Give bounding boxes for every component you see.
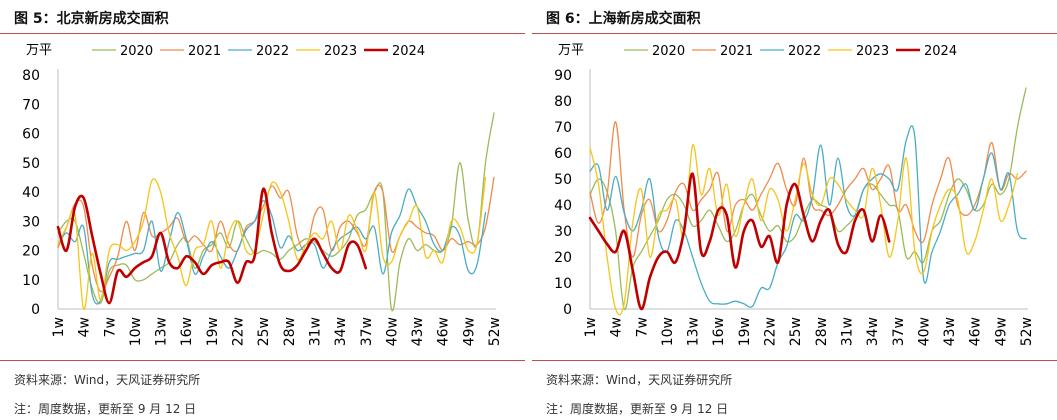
- legend-label-2021: 2021: [720, 44, 753, 59]
- series-line-2020: [589, 87, 1027, 311]
- series-line-2022: [57, 188, 487, 305]
- legend-label-2022: 2022: [788, 44, 821, 59]
- y-tick-label: 20: [22, 244, 40, 260]
- y-tick-label: 10: [22, 273, 40, 289]
- x-tick-label: 4w: [609, 317, 625, 337]
- title-divider: [532, 33, 1057, 34]
- update-note: 注：周度数据，更新至 9 月 12 日: [546, 402, 729, 416]
- series-line-2023: [57, 176, 487, 310]
- y-unit-label: 万平: [26, 43, 52, 58]
- x-tick-label: 19w: [205, 317, 221, 346]
- y-tick-label: 60: [554, 146, 572, 162]
- series-line-2023: [589, 144, 1019, 316]
- x-tick-label: 16w: [711, 317, 727, 346]
- x-tick-label: 31w: [307, 317, 323, 346]
- x-tick-label: 43w: [942, 317, 958, 346]
- x-tick-label: 13w: [686, 317, 702, 346]
- x-tick-label: 16w: [179, 317, 195, 346]
- x-tick-label: 28w: [282, 317, 298, 346]
- source-note: 资料来源：Wind，天风证券研究所: [14, 373, 201, 387]
- x-tick-label: 52w: [1019, 317, 1035, 346]
- y-tick-label: 50: [22, 156, 40, 172]
- x-tick-label: 37w: [359, 317, 375, 346]
- y-tick-label: 0: [563, 302, 572, 318]
- y-tick-label: 60: [22, 127, 40, 143]
- source-note: 资料来源：Wind，天风证券研究所: [546, 373, 733, 387]
- x-tick-label: 49w: [461, 317, 477, 346]
- y-tick-label: 80: [554, 94, 572, 110]
- y-tick-label: 10: [554, 276, 572, 292]
- x-tick-label: 4w: [77, 317, 93, 337]
- y-tick-label: 40: [22, 185, 40, 201]
- legend-label-2024: 2024: [924, 44, 957, 59]
- y-tick-label: 30: [22, 214, 40, 230]
- chart-shanghai-area: 万平 2020 2021 2022 2023 2024 0 10 20 30 40 50 60 70 80 9…: [554, 43, 1035, 346]
- figure-5-panel: 图 5：北京新房成交面积 万平 2020 2021 2022 2023 2024 0 10 20…: [0, 0, 525, 420]
- x-tick-label: 1w: [51, 317, 67, 337]
- x-tick-label: 7w: [634, 317, 650, 337]
- x-tick-label: 31w: [839, 317, 855, 346]
- x-tick-label: 40w: [384, 317, 400, 346]
- legend-label-2020: 2020: [652, 44, 685, 59]
- x-tick-label: 10w: [128, 317, 144, 346]
- x-tick-label: 19w: [737, 317, 753, 346]
- update-note: 注：周度数据，更新至 9 月 12 日: [14, 402, 197, 416]
- x-tick-label: 34w: [865, 317, 881, 346]
- figure-6-panel: 图 6：上海新房成交面积 万平 2020 2021 2022 2023 2024 0 10 20…: [532, 0, 1057, 420]
- x-tick-label: 7w: [102, 317, 118, 337]
- x-tick-label: 46w: [436, 317, 452, 346]
- figure-title: 图 5：北京新房成交面积: [14, 11, 169, 27]
- x-tick-label: 43w: [410, 317, 426, 346]
- y-tick-label: 90: [554, 68, 572, 84]
- y-unit-label: 万平: [558, 43, 584, 58]
- series-line-2024: [588, 172, 891, 311]
- legend-label-2022: 2022: [256, 44, 289, 59]
- x-tick-label: 10w: [660, 317, 676, 346]
- x-tick-label: 13w: [154, 317, 170, 346]
- x-tick-label: 25w: [256, 317, 272, 346]
- legend-label-2023: 2023: [856, 44, 889, 59]
- x-tick-label: 49w: [993, 317, 1009, 346]
- legend-label-2023: 2023: [324, 44, 357, 59]
- y-tick-label: 80: [22, 68, 40, 84]
- y-tick-label: 70: [554, 120, 572, 136]
- legend-label-2024: 2024: [392, 44, 425, 59]
- x-tick-label: 25w: [788, 317, 804, 346]
- y-tick-label: 30: [554, 224, 572, 240]
- y-tick-label: 40: [554, 198, 572, 214]
- figure-title: 图 6：上海新房成交面积: [546, 11, 701, 27]
- chart-beijing-area: 万平 2020 2021 2022 2023 2024 0 10 20 30 40 50 60 70 80 1…: [22, 43, 503, 346]
- x-tick-label: 46w: [968, 317, 984, 346]
- x-tick-label: 22w: [763, 317, 779, 346]
- y-tick-label: 70: [22, 97, 40, 113]
- legend-label-2021: 2021: [188, 44, 221, 59]
- x-tick-label: 22w: [231, 317, 247, 346]
- x-tick-label: 1w: [583, 317, 599, 337]
- y-tick-label: 50: [554, 172, 572, 188]
- x-tick-label: 40w: [916, 317, 932, 346]
- title-divider: [0, 33, 525, 34]
- x-tick-label: 52w: [487, 317, 503, 346]
- x-tick-label: 28w: [814, 317, 830, 346]
- legend-label-2020: 2020: [120, 44, 153, 59]
- series-line-2020: [57, 112, 495, 312]
- series-line-2024: [56, 187, 368, 305]
- footer-divider: [532, 360, 1057, 361]
- x-tick-label: 37w: [891, 317, 907, 346]
- y-tick-label: 0: [31, 302, 40, 318]
- x-tick-label: 34w: [333, 317, 349, 346]
- footer-divider: [0, 360, 525, 361]
- y-tick-label: 20: [554, 250, 572, 266]
